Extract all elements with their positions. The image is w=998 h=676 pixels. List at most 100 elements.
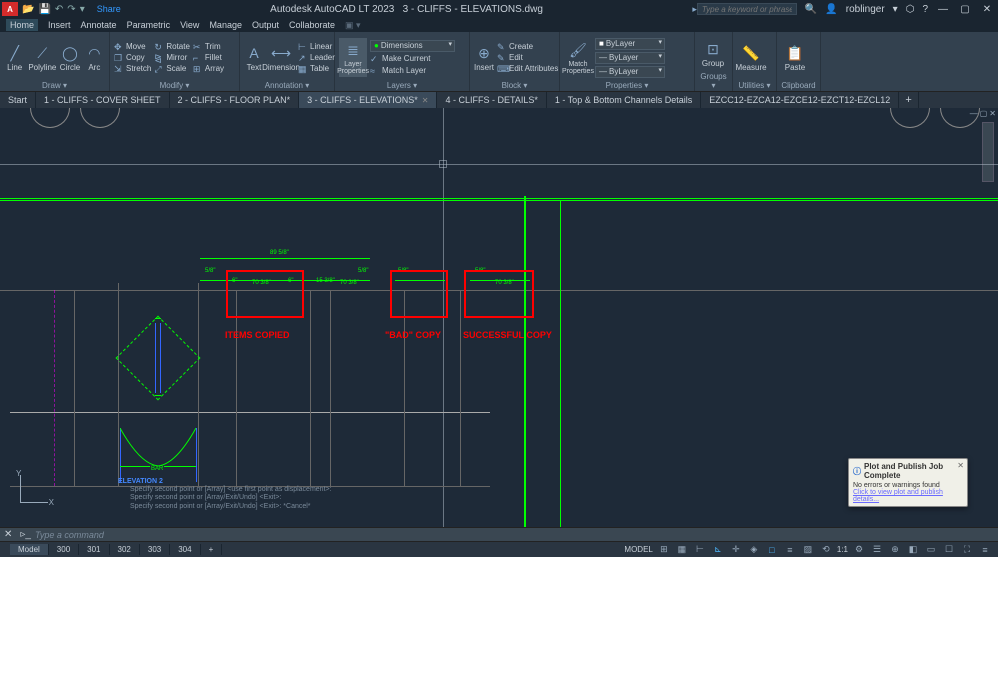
cycling-icon[interactable]: ⟲ [819,544,833,556]
match-properties-button[interactable]: 🖌Match Properties [564,40,592,75]
layout-tab-add[interactable]: + [201,544,223,555]
search-go-icon[interactable]: 🔍 [805,4,817,15]
signin-icon[interactable]: 👤 [825,4,837,15]
isoplane-icon[interactable]: ◈ [747,544,761,556]
file-tab[interactable]: 1 - Top & Bottom Channels Details [547,92,701,108]
layout-tab[interactable]: 301 [79,544,109,555]
clean-screen-icon[interactable]: ⛶ [960,544,974,556]
paste-button[interactable]: 📋Paste [781,43,809,72]
stretch-button[interactable]: ⇲Stretch [114,64,151,74]
edit-attributes-button[interactable]: ⌨Edit Attributes [497,64,558,74]
anno-monitor-icon[interactable]: ⊕ [888,544,902,556]
layout-tab[interactable]: 303 [140,544,170,555]
close-icon[interactable]: ✕ [422,96,429,105]
layout-tab[interactable]: 300 [49,544,79,555]
minimize-button[interactable]: — [936,4,950,15]
file-tab[interactable]: EZCC12-EZCA12-EZCE12-EZCT12-EZCL12 [701,92,899,108]
cmd-input[interactable]: Type a command [35,530,998,540]
command-line[interactable]: ✕ ▹_ Type a command [0,527,998,541]
menu-view[interactable]: View [180,20,199,30]
menu-collaborate[interactable]: Collaborate [289,20,335,30]
linetype-dropdown[interactable]: — ByLayer [595,66,665,78]
linear-button[interactable]: ⊢Linear [298,42,335,52]
table-button[interactable]: ▦Table [298,64,335,74]
qat-open-icon[interactable]: 📂 [22,4,34,15]
file-tab[interactable]: 4 - CLIFFS - DETAILS* [437,92,546,108]
fillet-button[interactable]: ⌐Fillet [193,53,224,63]
qat-save-icon[interactable]: 💾 [38,4,50,15]
color-dropdown[interactable]: ■ ByLayer [595,38,665,50]
file-tab[interactable]: 2 - CLIFFS - FLOOR PLAN* [170,92,300,108]
workspace-icon[interactable]: ☰ [870,544,884,556]
scale-label[interactable]: 1:1 [837,545,848,554]
mirror-button[interactable]: ⧎Mirror [154,53,190,63]
layout-tab[interactable]: 304 [170,544,200,555]
rotate-button[interactable]: ↻Rotate [154,42,190,52]
layout-tab[interactable]: 302 [110,544,140,555]
leader-button[interactable]: ↗Leader [298,53,335,63]
menu-express[interactable]: ▣ ▾ [345,20,361,31]
polar-toggle-icon[interactable]: ✛ [729,544,743,556]
trim-button[interactable]: ✂Trim [193,42,224,52]
transparency-toggle-icon[interactable]: ▨ [801,544,815,556]
create-block-button[interactable]: ✎Create [497,42,558,52]
line-button[interactable]: ╱Line [4,43,25,72]
search-input[interactable] [697,3,797,15]
arc-shape [940,108,980,128]
osnap-toggle-icon[interactable]: □ [765,544,779,556]
quickprops-icon[interactable]: ▭ [924,544,938,556]
hardware-accel-icon[interactable]: ☐ [942,544,956,556]
infer-toggle-icon[interactable]: ⊢ [693,544,707,556]
move-button[interactable]: ✥Move [114,42,151,52]
menu-insert[interactable]: Insert [48,20,71,30]
copy-button[interactable]: ❐Copy [114,53,151,63]
help-icon[interactable]: ? [922,4,928,15]
text-button[interactable]: AText [244,43,264,72]
layer-properties-button[interactable]: ≣Layer Properties [339,38,367,77]
menu-parametric[interactable]: Parametric [127,20,171,30]
circle-button[interactable]: ◯Circle [59,43,80,72]
menu-annotate[interactable]: Annotate [81,20,117,30]
menu-manage[interactable]: Manage [209,20,242,30]
menu-output[interactable]: Output [252,20,279,30]
cmd-menu-icon[interactable]: ✕ [0,529,16,540]
model-label[interactable]: MODEL [624,545,652,554]
close-button[interactable]: ✕ [980,4,994,15]
new-tab-button[interactable]: + [899,92,918,108]
customize-icon[interactable]: ≡ [978,544,992,556]
ortho-toggle-icon[interactable]: ⊾ [711,544,725,556]
polyline-button[interactable]: ⟋Polyline [28,43,56,72]
units-icon[interactable]: ◧ [906,544,920,556]
grid-toggle-icon[interactable]: ⊞ [657,544,671,556]
qat-undo-icon[interactable]: ↶ [55,4,63,15]
snap-toggle-icon[interactable]: ▦ [675,544,689,556]
menu-home[interactable]: Home [6,19,38,31]
lineweight-dropdown[interactable]: — ByLayer [595,52,665,64]
file-tab[interactable]: 3 - CLIFFS - ELEVATIONS*✕ [299,92,437,108]
file-tab[interactable]: Start [0,92,36,108]
scale-button[interactable]: ⤢Scale [154,64,190,74]
measure-button[interactable]: 📏Measure [737,43,765,72]
dropdown-icon[interactable]: ▾ [893,4,898,15]
edit-block-button[interactable]: ✎Edit [497,53,558,63]
maximize-button[interactable]: ▢ [958,4,972,15]
dimension-button[interactable]: ⟷Dimension [267,43,295,72]
share-button[interactable]: Share [97,4,121,14]
make-current-button[interactable]: ✓Make Current [370,54,455,64]
match-layer-button[interactable]: ≈Match Layer [370,66,455,76]
drawing-canvas[interactable]: —▢✕ [0,108,998,527]
popup-details-link[interactable]: Click to view plot and publish details..… [853,489,963,503]
file-tab[interactable]: 1 - CLIFFS - COVER SHEET [36,92,170,108]
group-button[interactable]: ⊡Group [699,39,727,68]
insert-button[interactable]: ⊕Insert [474,43,494,72]
arc-button[interactable]: ◠Arc [84,43,105,72]
anno-scale-icon[interactable]: ⚙ [852,544,866,556]
popup-close-icon[interactable]: ✕ [957,461,964,470]
array-button[interactable]: ⊞Array [193,64,224,74]
exchange-icon[interactable]: ⬡ [906,4,915,15]
layer-dropdown[interactable]: ● Dimensions [370,40,455,52]
qat-redo-icon[interactable]: ↷ [67,4,75,15]
qat-print-icon[interactable]: ▾ [80,4,85,15]
layout-tab[interactable]: Model [10,544,49,555]
lineweight-toggle-icon[interactable]: ≡ [783,544,797,556]
